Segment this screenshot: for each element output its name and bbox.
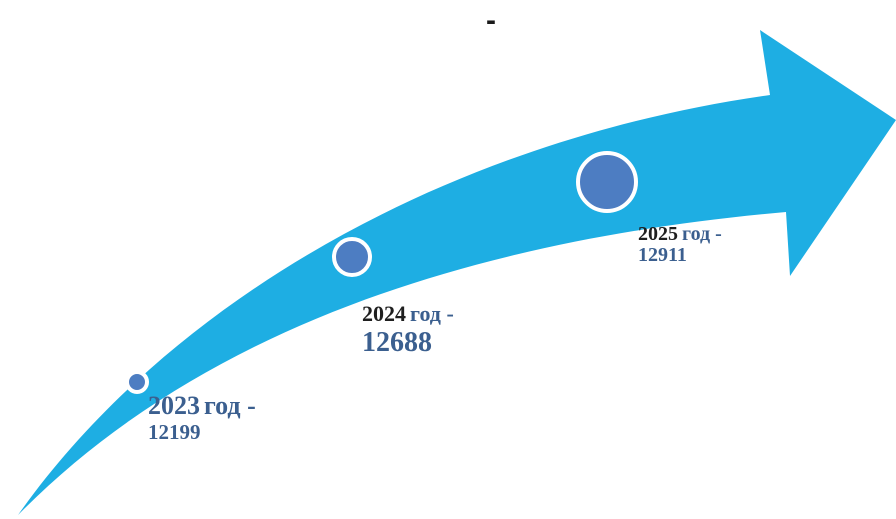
- milestone-year: 2025: [638, 223, 678, 245]
- milestone-unit: год -: [410, 301, 454, 326]
- milestone-dot-2023: [125, 370, 149, 394]
- milestone-year: 2023: [148, 391, 200, 420]
- milestone-label-2023: 2023 год - 12199: [148, 392, 256, 443]
- milestone-dot-2025: [576, 151, 638, 213]
- milestone-unit: год -: [204, 391, 256, 420]
- milestone-value: 12688: [362, 326, 432, 358]
- milestone-label-2025: 2025 год - 12911: [638, 224, 722, 266]
- milestone-unit: год -: [682, 223, 722, 245]
- milestone-dot-2024: [332, 237, 372, 277]
- growth-arrow: [18, 30, 896, 515]
- milestone-value: 12911: [638, 244, 687, 266]
- milestone-year: 2024: [362, 301, 406, 326]
- milestone-label-2024: 2024 год - 12688: [362, 302, 454, 357]
- milestone-value: 12199: [148, 420, 201, 445]
- header-dash: -: [486, 4, 496, 37]
